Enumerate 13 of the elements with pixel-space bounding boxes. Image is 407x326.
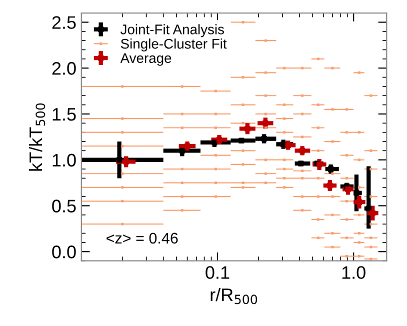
x-axis-title: r/R$_{500}$ <box>210 288 258 304</box>
y-tick-label: 2.0 <box>52 62 76 75</box>
annotation: <z> = 0.46 <box>106 232 178 244</box>
y-tick-label: 1.5 <box>52 108 76 121</box>
legend-label: Single-Cluster Fit <box>120 38 227 52</box>
y-tick-label: 2.5 <box>52 16 76 29</box>
y-tick-label: 1.0 <box>52 154 76 167</box>
legend-label: Average <box>120 53 172 66</box>
y-tick-label: 0.0 <box>52 246 76 258</box>
y-tick-label: 0.5 <box>52 200 76 212</box>
y-axis-title: kT/kT$_{500}$ <box>28 103 46 171</box>
legend-label: Joint-Fit Analysis <box>120 24 224 38</box>
x-tick-label: 0.1 <box>206 266 230 279</box>
